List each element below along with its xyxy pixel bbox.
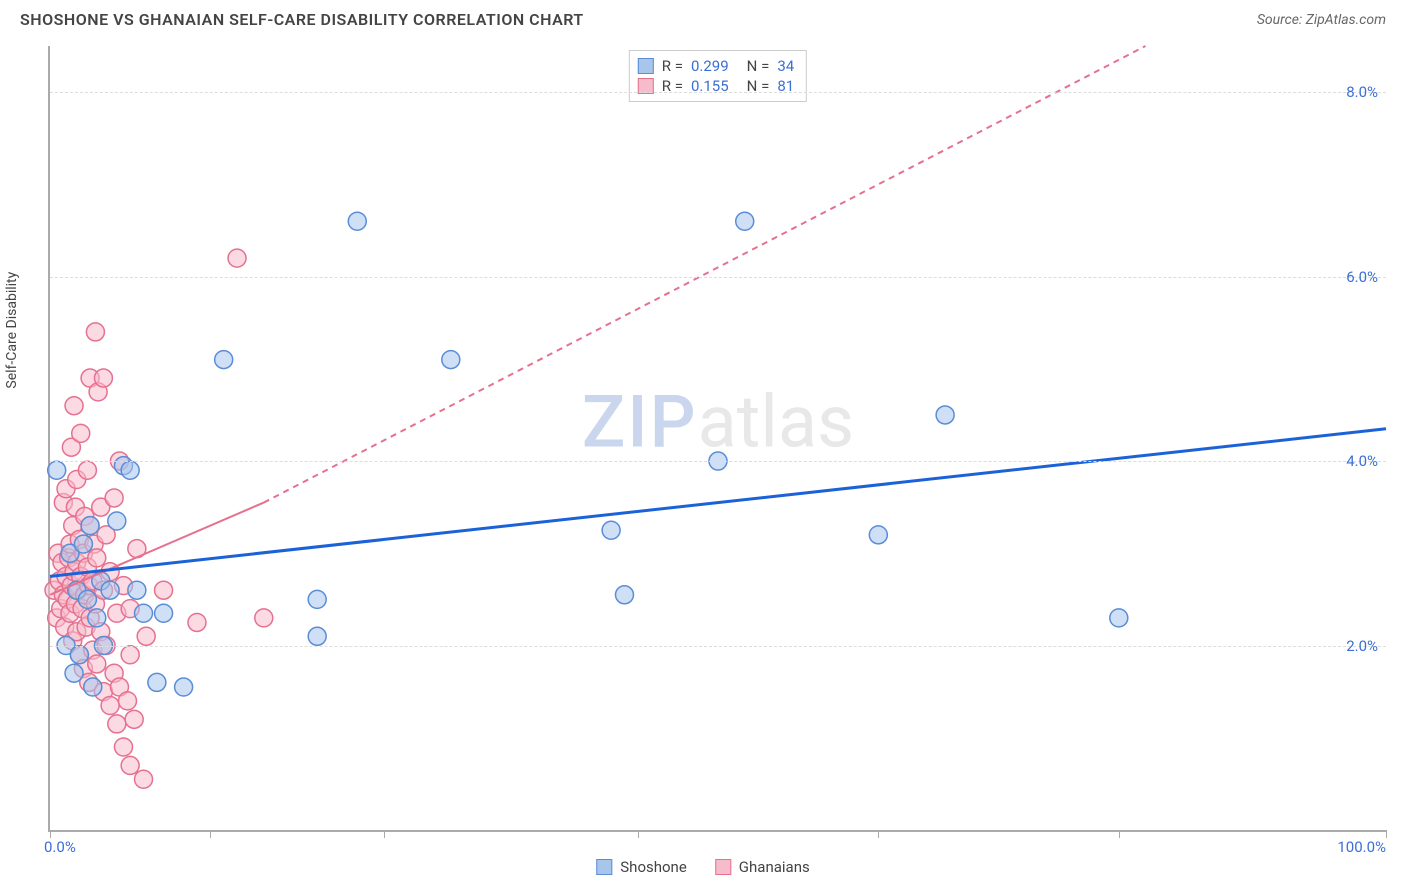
legend-item-ghanaians: Ghanaians bbox=[715, 858, 810, 876]
n-label: N = bbox=[747, 57, 770, 75]
plot-area: ZIPatlas R = 0.299 N = 34 R = 0.155 N = … bbox=[48, 46, 1386, 832]
legend-correlation: R = 0.299 N = 34 R = 0.155 N = 81 bbox=[629, 50, 807, 102]
y-tick-label: 8.0% bbox=[1346, 83, 1378, 101]
legend-item-shoshone: Shoshone bbox=[596, 858, 687, 876]
y-tick-label: 6.0% bbox=[1346, 268, 1378, 286]
y-tick-label: 4.0% bbox=[1346, 452, 1378, 470]
legend-label-shoshone: Shoshone bbox=[620, 858, 687, 876]
legend-swatch-ghanaians-icon bbox=[715, 859, 731, 875]
r-label: R = bbox=[662, 57, 683, 75]
legend-swatch-shoshone bbox=[638, 58, 654, 74]
legend-series: Shoshone Ghanaians bbox=[596, 858, 809, 876]
chart-title: SHOSHONE VS GHANAIAN SELF-CARE DISABILIT… bbox=[20, 10, 584, 29]
y-axis-label: Self-Care Disability bbox=[4, 272, 20, 389]
chart-container: Self-Care Disability ZIPatlas R = 0.299 … bbox=[48, 46, 1386, 832]
source-label: Source: ZipAtlas.com bbox=[1257, 12, 1386, 28]
y-tick-label: 2.0% bbox=[1346, 637, 1378, 655]
shoshone-n-value: 34 bbox=[777, 57, 794, 75]
legend-row-shoshone: R = 0.299 N = 34 bbox=[638, 57, 794, 75]
scatter-svg bbox=[50, 46, 1386, 830]
x-tick-right: 100.0% bbox=[1337, 838, 1386, 856]
x-tick-left: 0.0% bbox=[44, 838, 76, 856]
legend-label-ghanaians: Ghanaians bbox=[739, 858, 810, 876]
shoshone-r-value: 0.299 bbox=[691, 57, 729, 75]
legend-swatch-shoshone-icon bbox=[596, 859, 612, 875]
